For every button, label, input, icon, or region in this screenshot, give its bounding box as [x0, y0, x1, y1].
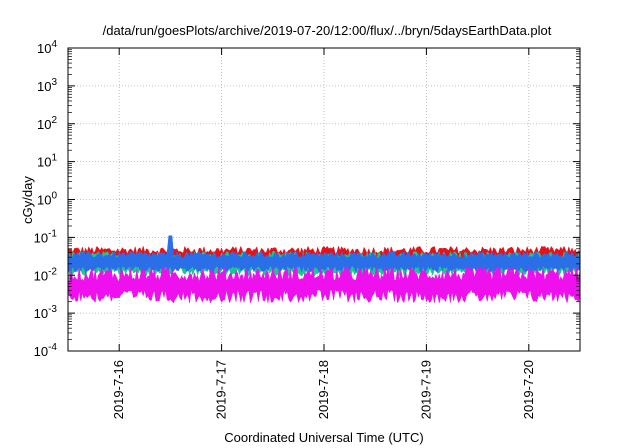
plot-series [67, 235, 581, 304]
x-tick-label: 2019-7-20 [521, 360, 536, 419]
y-tick-label: 100 [37, 191, 57, 208]
x-tick-label: 2019-7-18 [316, 360, 331, 419]
y-tick-label: 10-1 [34, 228, 58, 245]
chart-title: /data/run/goesPlots/archive/2019-07-20/1… [103, 23, 552, 38]
y-tick-label: 101 [37, 153, 57, 170]
grid [68, 48, 580, 351]
y-axis-label: cGy/day [20, 176, 35, 224]
x-axis-label: Coordinated Universal Time (UTC) [224, 430, 423, 445]
x-ticks: 2019-7-16 2019-7-17 2019-7-18 2019-7-19 2019… [111, 48, 536, 419]
y-tick-label: 104 [37, 39, 57, 56]
y-tick-label: 10-3 [34, 304, 58, 321]
y-tick-label: 103 [37, 77, 57, 94]
y-ticks: 10-4 10-3 10-2 10-1 100 101 102 103 104 [34, 39, 580, 359]
y-tick-label: 10-2 [34, 266, 58, 283]
x-tick-label: 2019-7-16 [111, 360, 126, 419]
x-tick-label: 2019-7-19 [418, 360, 433, 419]
x-tick-label: 2019-7-17 [214, 360, 229, 419]
y-tick-label: 10-4 [34, 342, 58, 359]
y-tick-label: 102 [37, 115, 57, 132]
